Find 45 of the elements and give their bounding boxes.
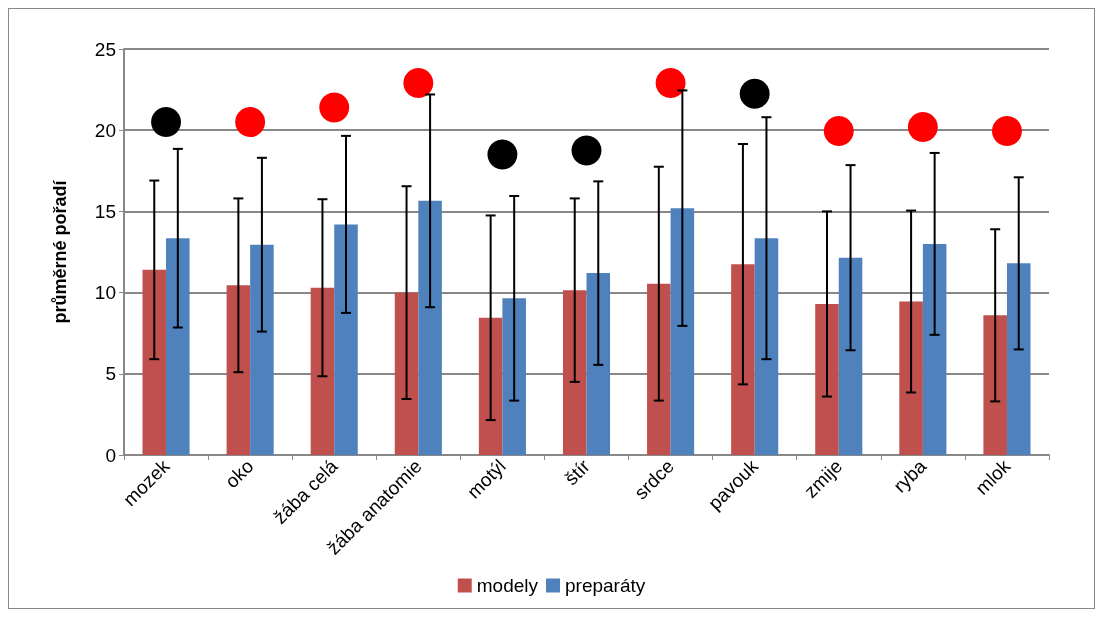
bar (394, 292, 419, 455)
bar (922, 243, 947, 455)
point (907, 111, 938, 142)
bar (562, 290, 587, 455)
y-tick-label: 5 (105, 363, 116, 385)
point (487, 139, 518, 170)
bar (142, 269, 167, 455)
point (991, 116, 1022, 146)
bar (586, 273, 611, 455)
bar (1006, 263, 1031, 455)
point (571, 135, 602, 166)
bar (754, 238, 779, 455)
point (319, 92, 350, 123)
legend-label: preparáty (564, 575, 646, 596)
bar (670, 208, 695, 455)
point (403, 68, 434, 99)
bar (478, 317, 503, 455)
x-tick-label: ryba (889, 455, 931, 497)
point (151, 107, 182, 138)
bar (647, 283, 671, 455)
point (823, 116, 854, 146)
bar (310, 287, 335, 455)
bar (502, 298, 526, 455)
bar (731, 264, 755, 455)
y-tick-label: 0 (105, 444, 116, 466)
bar (226, 285, 251, 455)
bar (250, 244, 274, 455)
bar (983, 315, 1007, 455)
x-tick-label: štír (560, 455, 594, 490)
bar (815, 303, 839, 455)
y-tick-label: 15 (94, 200, 116, 222)
bar (838, 257, 863, 455)
y-tick-label: 10 (94, 282, 116, 304)
point (235, 107, 266, 138)
y-tick-label: 20 (94, 119, 116, 141)
bar (418, 200, 442, 455)
point (655, 68, 686, 99)
legend-label: modely (476, 575, 539, 596)
y-axis-title: průměrné pořadí (50, 179, 70, 324)
point (739, 78, 770, 109)
bar (166, 238, 190, 455)
bar (334, 224, 358, 455)
bar (899, 301, 923, 455)
y-tick-label: 25 (94, 38, 116, 60)
x-tick-label: oko (221, 455, 258, 493)
